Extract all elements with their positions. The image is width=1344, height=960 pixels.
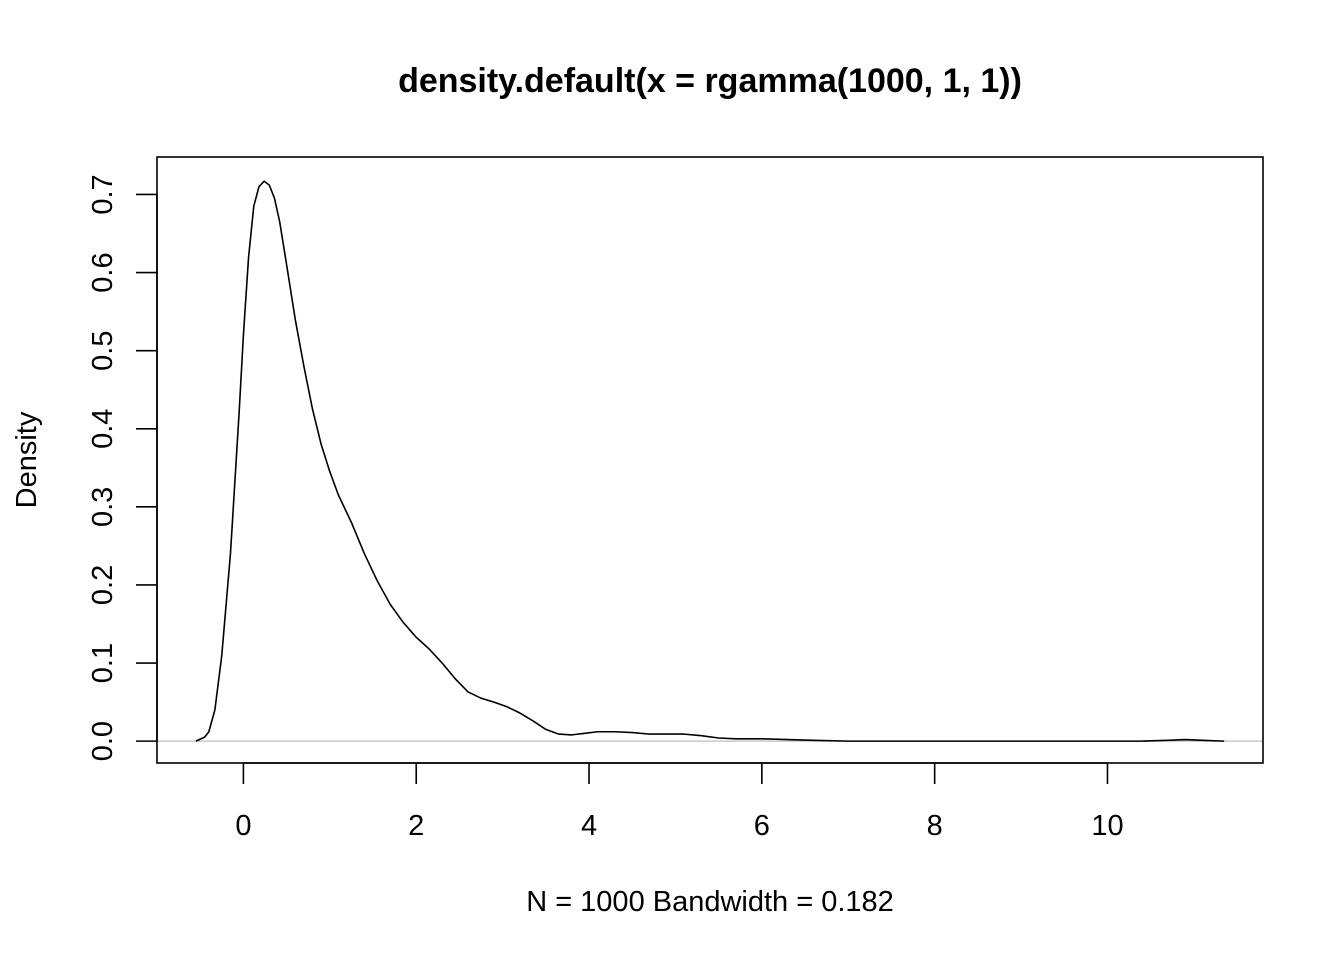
x-tick-label: 6 <box>754 810 770 842</box>
y-tick-label: 0.6 <box>87 252 119 292</box>
y-tick-label: 0.4 <box>87 409 119 449</box>
x-tick-label: 2 <box>408 810 424 842</box>
density-curve <box>195 180 1225 742</box>
x-axis-label: N = 1000 Bandwidth = 0.182 <box>526 886 894 918</box>
x-tick-label: 8 <box>927 810 943 842</box>
y-tick-label: 0.1 <box>87 643 119 683</box>
y-axis-label: Density <box>11 411 43 508</box>
chart-title: density.default(x = rgamma(1000, 1, 1)) <box>398 62 1022 100</box>
x-axis: 0 2 4 6 8 10 <box>235 762 1124 842</box>
y-axis: 0.0 0.1 0.2 0.3 0.4 0.5 0.6 0.7 <box>87 174 158 761</box>
y-tick-label: 0.0 <box>87 721 119 761</box>
plot-frame <box>156 156 1264 764</box>
y-tick-label: 0.7 <box>87 174 119 214</box>
y-tick-label: 0.5 <box>87 331 119 371</box>
x-tick-label: 10 <box>1091 810 1123 842</box>
y-tick-label: 0.2 <box>87 565 119 605</box>
x-tick-label: 0 <box>235 810 251 842</box>
x-tick-label: 4 <box>581 810 597 842</box>
y-tick-label: 0.3 <box>87 487 119 527</box>
